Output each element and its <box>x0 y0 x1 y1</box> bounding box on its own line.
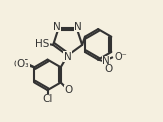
Text: Cl: Cl <box>42 94 53 104</box>
Text: N: N <box>74 22 82 32</box>
Text: N: N <box>64 52 72 62</box>
Text: HS: HS <box>35 39 49 49</box>
Text: O: O <box>16 59 25 69</box>
Text: O: O <box>64 85 73 95</box>
Text: O⁻: O⁻ <box>114 52 127 62</box>
Text: O: O <box>104 64 112 74</box>
Text: N: N <box>102 56 110 66</box>
Text: CH₃: CH₃ <box>13 60 29 69</box>
Text: N: N <box>53 22 61 32</box>
Text: O: O <box>22 59 29 69</box>
